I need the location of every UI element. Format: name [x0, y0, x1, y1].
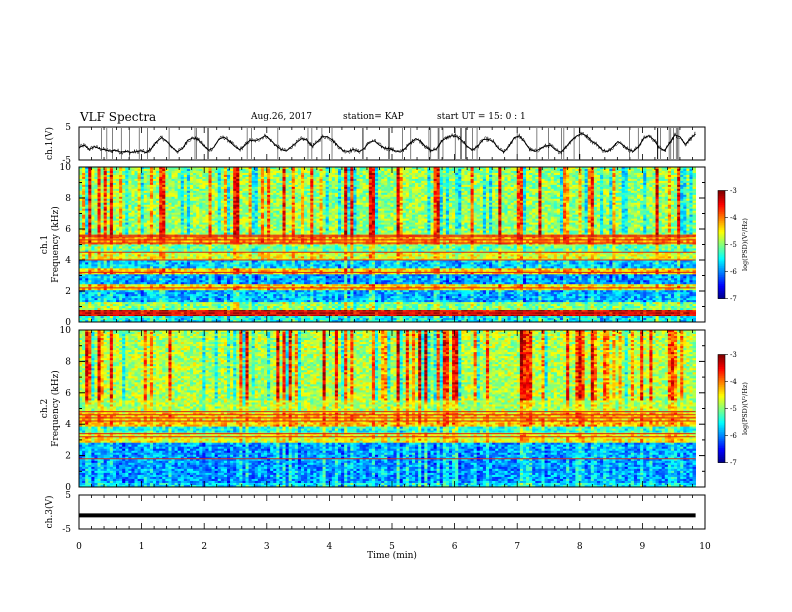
- ch1-waveform-ylabel: ch.1(V): [44, 127, 55, 160]
- ch1-waveform-noise-trace: [79, 132, 696, 155]
- vlf-spectra-figure: 5-5ch.1(V)0246810ch.1 Frequency (kHz)-3-4…: [0, 0, 792, 612]
- ch1-waveform-ytick-label: 5: [65, 123, 71, 133]
- ch1-waveform-panel: [79, 128, 696, 159]
- ch1-waveform-trace: [79, 134, 696, 153]
- ch1-spectrogram-panel: [79, 167, 725, 322]
